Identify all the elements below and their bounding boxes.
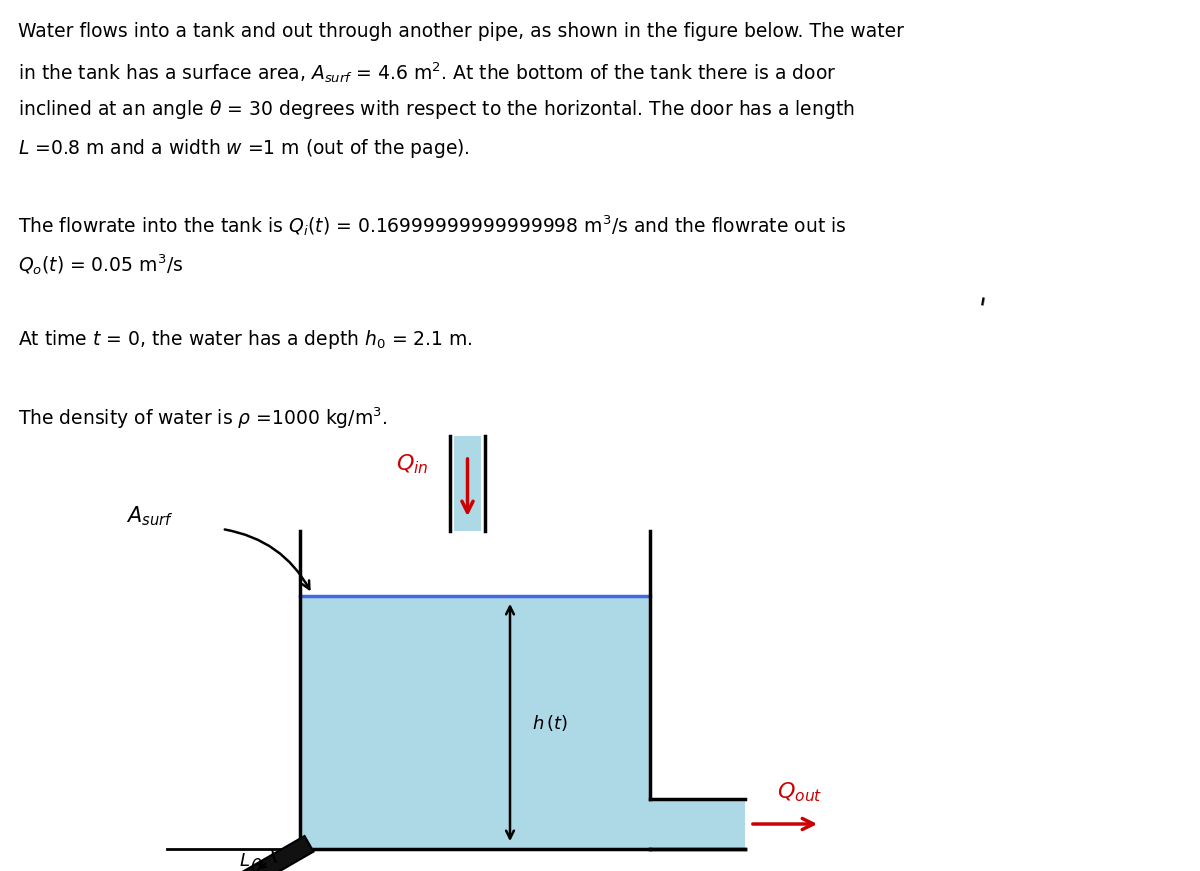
Text: $Q_{out}$: $Q_{out}$ [778,780,823,804]
Text: in the tank has a surface area, $A_{surf}$ = 4.6 m$^2$. At the bottom of the tan: in the tank has a surface area, $A_{surf… [18,60,836,84]
Text: Water flows into a tank and out through another pipe, as shown in the figure bel: Water flows into a tank and out through … [18,22,904,41]
Text: inclined at an angle $\theta$ = 30 degrees with respect to the horizontal. The d: inclined at an angle $\theta$ = 30 degre… [18,98,854,121]
Text: $Q_{in}$: $Q_{in}$ [396,452,428,476]
Text: At time $t$ = 0, the water has a depth $h_0$ = 2.1 m.: At time $t$ = 0, the water has a depth $… [18,328,473,351]
Polygon shape [182,836,313,871]
Bar [300,596,650,849]
Bar [454,436,481,531]
Text: The density of water is $\rho$ =1000 kg/m$^3$.: The density of water is $\rho$ =1000 kg/… [18,405,388,430]
Text: ': ' [973,296,986,326]
Text: $L$: $L$ [239,852,250,870]
Text: $h\,(t)$: $h\,(t)$ [532,712,568,733]
Bar [650,799,745,849]
Text: $L$ =0.8 m and a width $w$ =1 m (out of the page).: $L$ =0.8 m and a width $w$ =1 m (out of … [18,137,470,159]
Text: $A_{surf}$: $A_{surf}$ [126,504,174,528]
Text: $Q_o(t)$ = 0.05 m$^3$/s: $Q_o(t)$ = 0.05 m$^3$/s [18,252,184,276]
Text: The flowrate into the tank is $Q_i(t)$ = 0.16999999999999998 m$^3$/s and the flo: The flowrate into the tank is $Q_i(t)$ =… [18,213,847,238]
Text: $\theta$: $\theta$ [250,858,263,871]
